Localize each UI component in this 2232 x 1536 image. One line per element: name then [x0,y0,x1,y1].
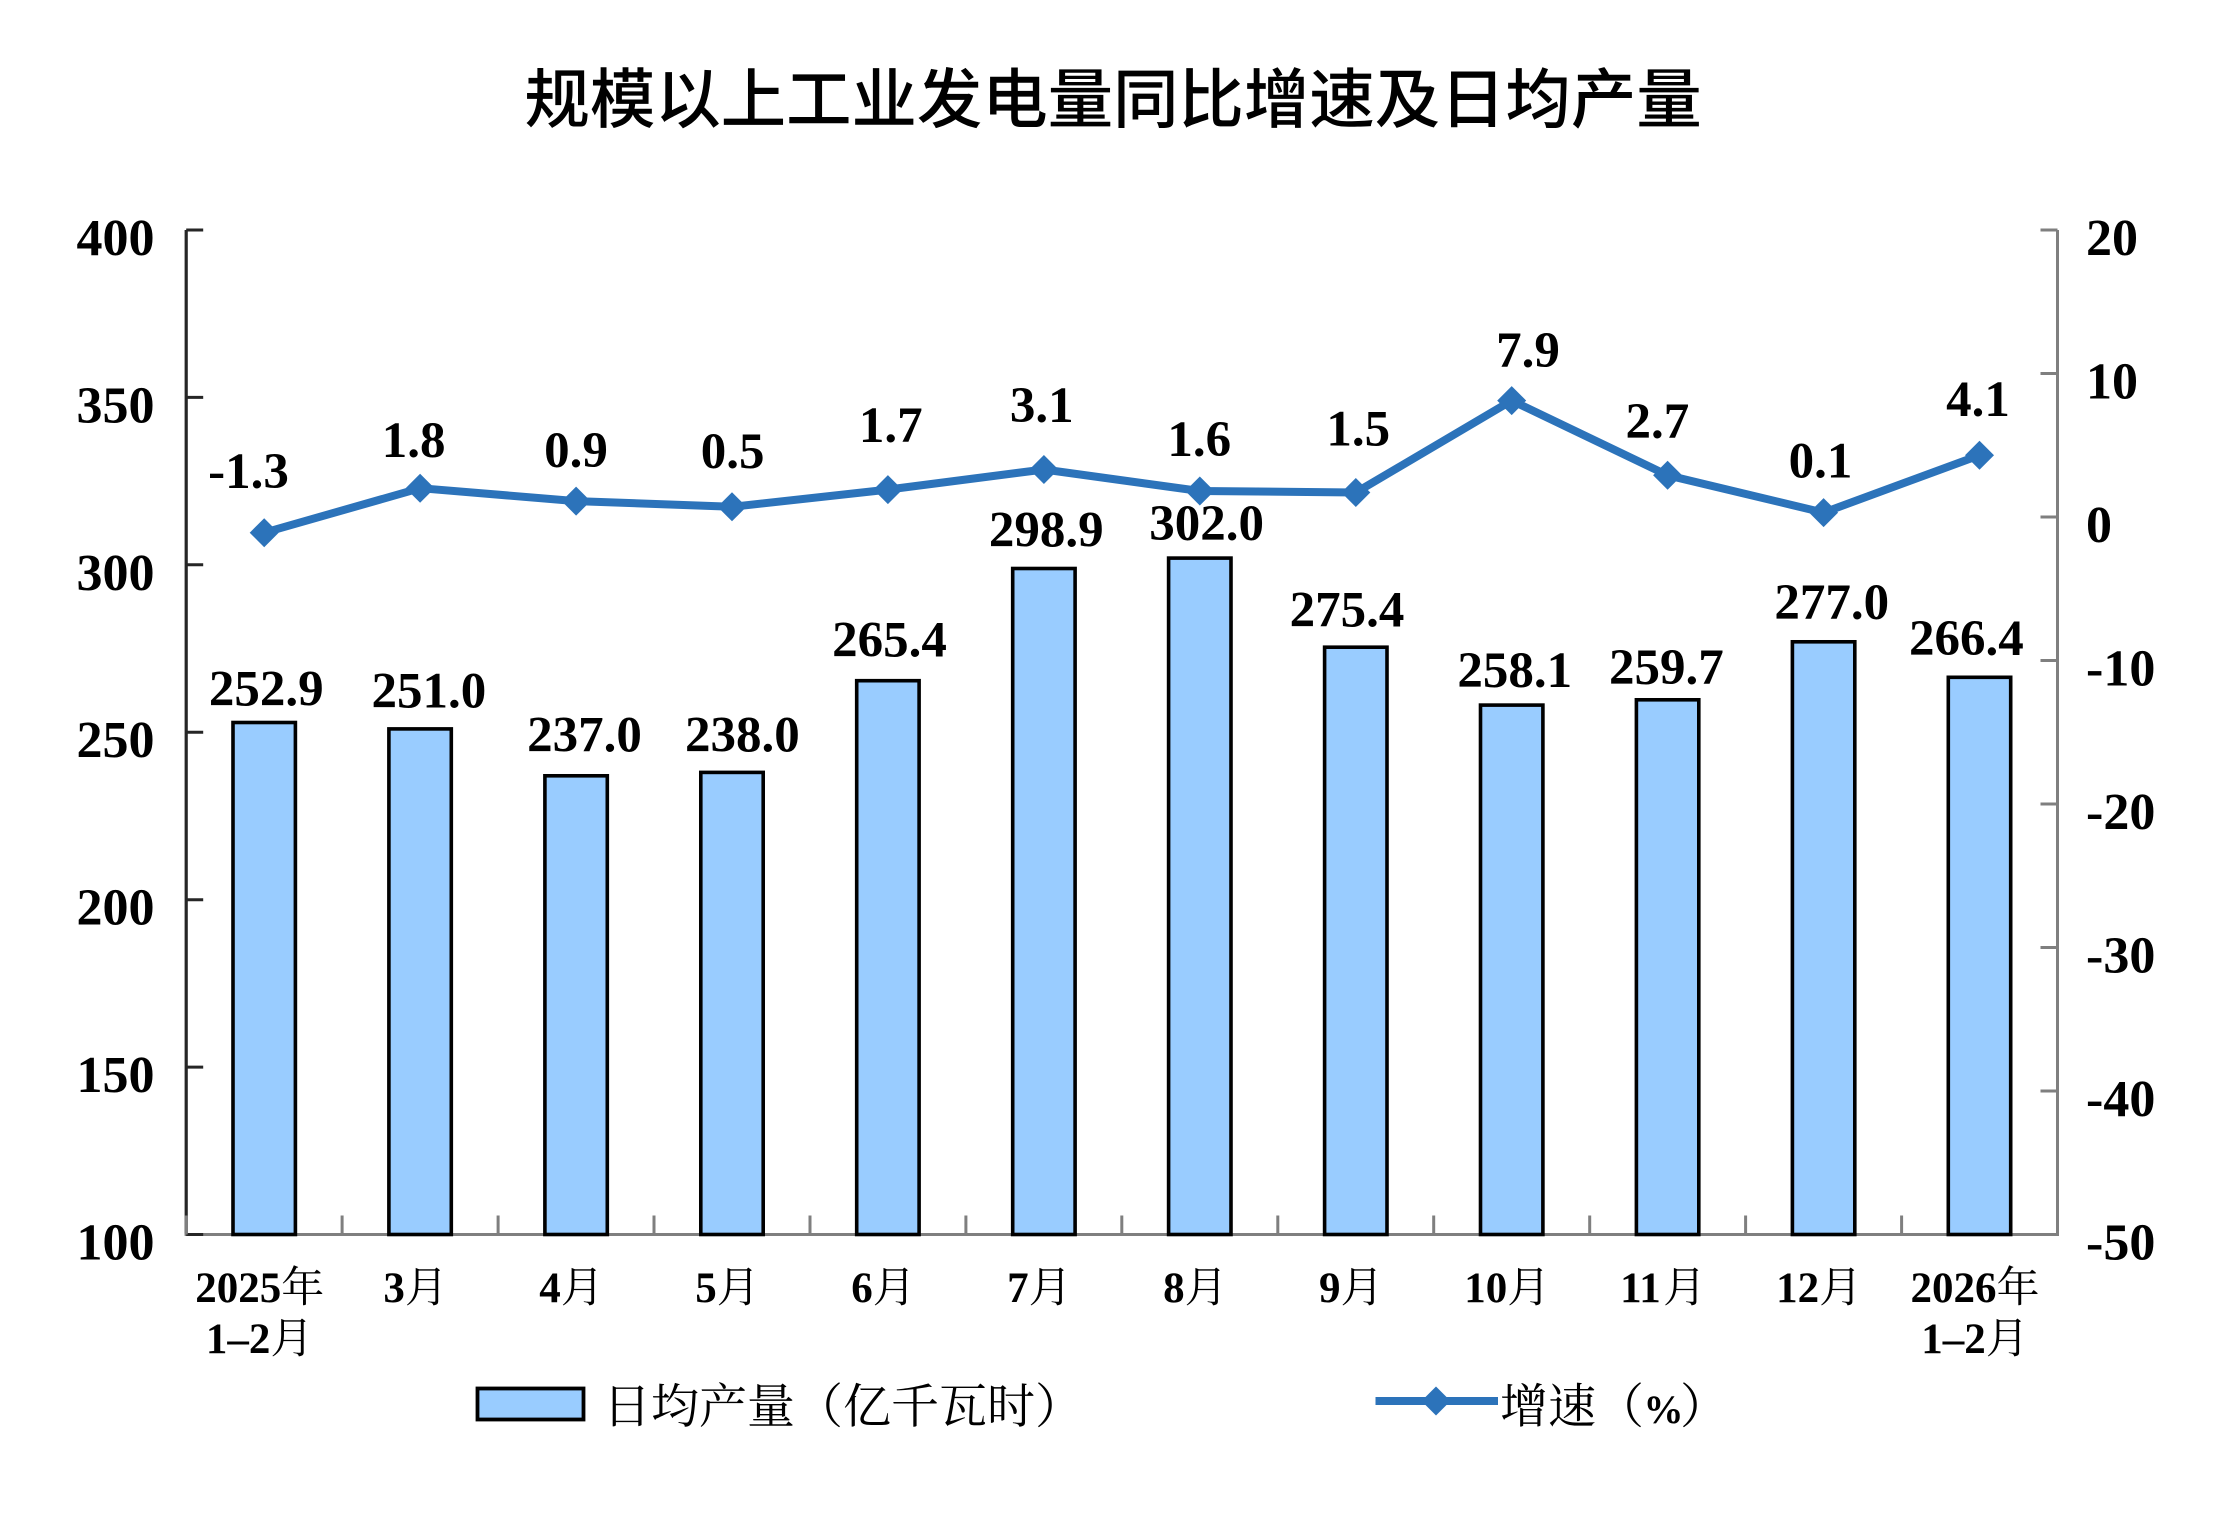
svg-text:237.0: 237.0 [527,708,642,764]
svg-text:298.9: 298.9 [989,503,1104,559]
svg-text:100: 100 [77,1215,155,1272]
svg-text:-30: -30 [2086,928,2155,985]
svg-text:0: 0 [2086,497,2112,554]
svg-text:265.4: 265.4 [832,613,947,669]
svg-text:2026: 2026 [1911,1265,1997,1312]
svg-text:2025: 2025 [195,1265,281,1312]
svg-text:6: 6 [851,1265,873,1312]
svg-text:200: 200 [77,880,155,937]
svg-text:-50: -50 [2086,1215,2155,1272]
svg-text:150: 150 [77,1047,155,1104]
svg-text:0.9: 0.9 [544,423,608,479]
svg-text:302.0: 302.0 [1149,496,1264,552]
svg-text:11: 11 [1620,1265,1661,1312]
svg-text:1.7: 1.7 [859,398,923,454]
svg-text:258.1: 258.1 [1457,643,1572,699]
svg-text:-1.3: -1.3 [208,444,289,500]
svg-text:7.9: 7.9 [1496,323,1560,379]
svg-text:4.1: 4.1 [1946,372,2010,428]
svg-text:259.7: 259.7 [1609,640,1724,696]
svg-text:277.0: 277.0 [1774,575,1889,631]
svg-text:238.0: 238.0 [685,708,800,764]
svg-text:-10: -10 [2086,641,2155,698]
svg-text:1.5: 1.5 [1326,402,1390,458]
svg-text:350: 350 [77,377,155,434]
svg-text:0.5: 0.5 [701,424,765,480]
svg-text:266.4: 266.4 [1909,611,2024,667]
svg-text:2.7: 2.7 [1626,394,1690,450]
svg-text:8: 8 [1163,1265,1185,1312]
svg-text:251.0: 251.0 [372,664,487,720]
svg-text:12: 12 [1776,1265,1819,1312]
svg-text:5: 5 [695,1265,717,1312]
svg-text:7: 7 [1007,1265,1029,1312]
svg-text:250: 250 [77,712,155,769]
svg-text:275.4: 275.4 [1290,583,1405,639]
svg-text:252.9: 252.9 [209,662,324,718]
svg-text:1.6: 1.6 [1167,412,1231,468]
svg-text:300: 300 [77,545,155,602]
svg-text:-40: -40 [2086,1071,2155,1128]
svg-text:9: 9 [1319,1265,1341,1312]
svg-text:10: 10 [1464,1265,1507,1312]
svg-text:3.1: 3.1 [1010,378,1074,434]
svg-text:-20: -20 [2086,784,2155,841]
svg-text:20: 20 [2086,210,2138,267]
svg-text:1–2: 1–2 [1921,1316,1986,1363]
svg-text:1.8: 1.8 [382,413,446,469]
svg-text:%: % [1644,1387,1684,1432]
svg-text:0.1: 0.1 [1789,434,1853,490]
svg-text:4: 4 [539,1265,561,1312]
svg-text:400: 400 [77,210,155,267]
svg-text:10: 10 [2086,354,2138,411]
svg-text:3: 3 [383,1265,405,1312]
svg-text:1–2: 1–2 [206,1316,271,1363]
